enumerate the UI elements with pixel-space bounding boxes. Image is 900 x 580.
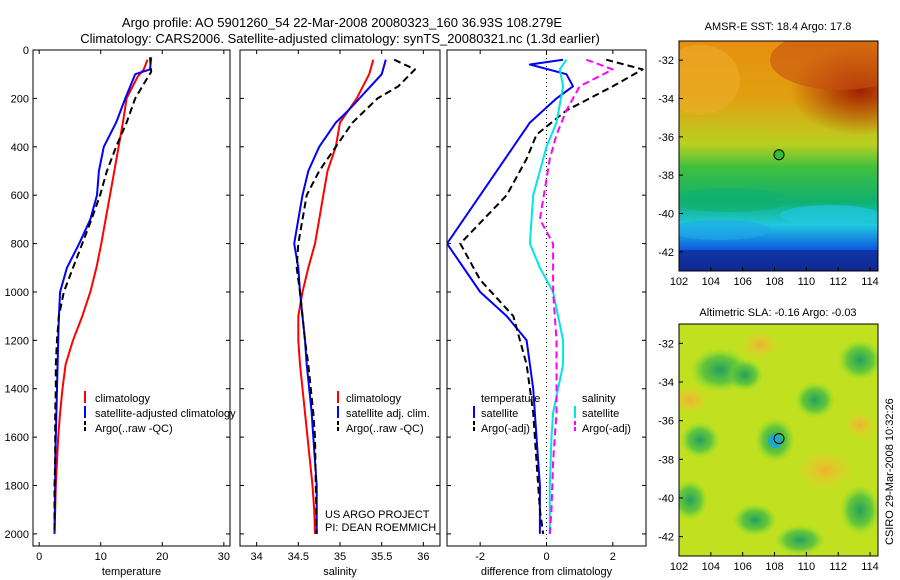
sla-ytick-label: -32 xyxy=(658,338,674,350)
sst-xtick-label: 108 xyxy=(765,276,783,288)
salinity-xtick-label: 35.5 xyxy=(371,551,392,563)
salinity-xtick-label: 34.5 xyxy=(288,551,309,563)
legend-label-temp-argo: Argo(-adj) xyxy=(481,423,530,435)
temperature-ytick-label: 1000 xyxy=(5,287,29,299)
temperature-ytick-label: 800 xyxy=(11,239,29,251)
temperature-xtick-label: 10 xyxy=(95,551,107,563)
sst-xtick-label: 110 xyxy=(798,276,816,288)
sst-xtick-label: 114 xyxy=(861,276,879,288)
salinity-series xyxy=(293,58,416,534)
temperature-series-satellite-adjusted-climatology xyxy=(53,57,153,534)
figure-title-line1: Argo profile: AO 5901260_54 22-Mar-2008 … xyxy=(122,15,563,30)
sst-ytick-label: -42 xyxy=(658,247,674,259)
sst-xtick-label: 104 xyxy=(702,276,720,288)
project-credit-line2: PI: DEAN ROEMMICH xyxy=(325,522,436,534)
temperature-legend: climatology satellite-adjusted climatolo… xyxy=(84,391,236,435)
difference-xtick-label: -2 xyxy=(475,551,485,563)
difference-series-salinity-satellite xyxy=(528,59,568,534)
sla-ytick-label: -34 xyxy=(658,377,674,389)
sst-map-axes: 102 104 106 108 110 112 114 -32 -34 -36 -38 -40 -42 xyxy=(658,55,879,288)
sla-map-frame xyxy=(678,323,879,557)
legend-label-satellite-adjusted: satellite-adjusted climatology xyxy=(95,408,236,420)
sst-ytick-label: -34 xyxy=(658,94,674,106)
salinity-axes: 34 34.5 35 35.5 36 salinity xyxy=(240,49,440,578)
temperature-xtick-label: 0 xyxy=(36,551,42,563)
legend-label-argo: Argo(..raw -QC) xyxy=(95,423,173,435)
sla-ytick-label: -42 xyxy=(658,532,674,544)
sla-xtick-label: 114 xyxy=(861,561,879,573)
salinity-xtick-label: 34 xyxy=(251,551,263,563)
legend-head-temperature: temperature xyxy=(481,393,540,405)
sla-ytick-label: -40 xyxy=(658,493,674,505)
difference-xtick-label: 2 xyxy=(610,551,616,563)
sla-ytick-label: -36 xyxy=(658,416,674,428)
project-credit-line1: US ARGO PROJECT xyxy=(325,509,430,521)
temperature-xtick-label: 30 xyxy=(218,551,230,563)
sla-argo-location-marker xyxy=(773,433,785,445)
legend-label-sal-satellite: satellite xyxy=(582,408,619,420)
sst-map-title: AMSR-E SST: 18.4 Argo: 17.8 xyxy=(705,21,852,33)
figure-title-line2: Climatology: CARS2006. Satellite-adjuste… xyxy=(80,31,600,46)
sst-argo-location-marker xyxy=(773,149,785,161)
sst-xtick-label: 106 xyxy=(734,276,752,288)
temperature-ytick-label: 400 xyxy=(11,142,29,154)
sla-xtick-label: 104 xyxy=(702,561,720,573)
temperature-series xyxy=(53,57,153,534)
sst-map-field xyxy=(679,41,878,271)
salinity-series-climatology xyxy=(297,59,375,534)
sst-map-frame xyxy=(678,40,879,272)
sla-ytick-label: -38 xyxy=(658,454,674,466)
difference-legend: temperature satellite Argo(-adj) salinit… xyxy=(473,393,631,435)
temperature-xtick-label: 20 xyxy=(156,551,168,563)
temperature-ytick-label: 600 xyxy=(11,190,29,202)
difference-series-temperature-satellite xyxy=(447,58,574,534)
temperature-series-argo-raw-qc xyxy=(53,57,153,534)
sst-xtick-label: 112 xyxy=(829,276,847,288)
salinity-xlabel: salinity xyxy=(323,566,357,578)
temperature-plot-frame xyxy=(32,49,231,547)
salinity-series-satellite-adj-clim xyxy=(293,59,387,534)
sst-ytick-label: -38 xyxy=(658,170,674,182)
legend-head-salinity: salinity xyxy=(582,393,616,405)
sla-xtick-label: 106 xyxy=(734,561,752,573)
sla-xtick-label: 110 xyxy=(798,561,816,573)
sla-map-axes: 102 104 106 108 110 112 114 -32 -34 -36 -38 -40 -42 xyxy=(658,338,879,573)
legend-label-climatology: climatology xyxy=(346,393,402,405)
difference-series-temperature-argo-adj xyxy=(459,58,644,535)
temperature-ytick-label: 200 xyxy=(11,93,29,105)
salinity-xtick-label: 35 xyxy=(334,551,346,563)
temperature-ytick-label: 1400 xyxy=(5,384,29,396)
sst-xtick-label: 102 xyxy=(670,276,688,288)
sla-map-field xyxy=(679,324,878,556)
difference-xtick-label: 0 xyxy=(543,551,549,563)
sst-ytick-label: -36 xyxy=(658,132,674,144)
legend-label-argo: Argo(..raw -QC) xyxy=(346,423,424,435)
salinity-legend: climatology satellite adj. clim. Argo(..… xyxy=(337,391,430,435)
difference-axes: -2 0 2 difference from climatology xyxy=(447,49,646,578)
sla-xtick-label: 108 xyxy=(765,561,783,573)
temperature-ytick-label: 1800 xyxy=(5,481,29,493)
sla-map-title: Altimetric SLA: -0.16 Argo: -0.03 xyxy=(699,307,856,319)
difference-xlabel: difference from climatology xyxy=(481,566,613,578)
temperature-ytick-label: 1200 xyxy=(5,335,29,347)
difference-series-salinity-argo-adj xyxy=(538,58,614,534)
temperature-axes: 0 10 20 30 0 200 400 600 800 1000 1200 1400 1600 1800… xyxy=(5,45,230,578)
difference-series xyxy=(447,50,644,546)
temperature-ytick-label: 2000 xyxy=(5,529,29,541)
legend-label-temp-satellite: satellite xyxy=(481,408,518,420)
sst-ytick-label: -32 xyxy=(658,55,674,67)
salinity-xtick-label: 36 xyxy=(417,551,429,563)
temperature-ytick-label: 1600 xyxy=(5,432,29,444)
sla-xtick-label: 112 xyxy=(829,561,847,573)
temperature-ytick-label: 0 xyxy=(23,45,29,57)
sla-xtick-label: 102 xyxy=(670,561,688,573)
side-timestamp-label: CSIRO 29-Mar-2008 10:32:26 xyxy=(884,398,896,545)
legend-label-climatology: climatology xyxy=(95,393,151,405)
sst-ytick-label: -40 xyxy=(658,209,674,221)
legend-label-satellite-adj: satellite adj. clim. xyxy=(346,408,430,420)
temperature-xlabel: temperature xyxy=(102,566,161,578)
legend-label-sal-argo: Argo(-adj) xyxy=(582,423,631,435)
temperature-series-climatology xyxy=(53,59,149,534)
